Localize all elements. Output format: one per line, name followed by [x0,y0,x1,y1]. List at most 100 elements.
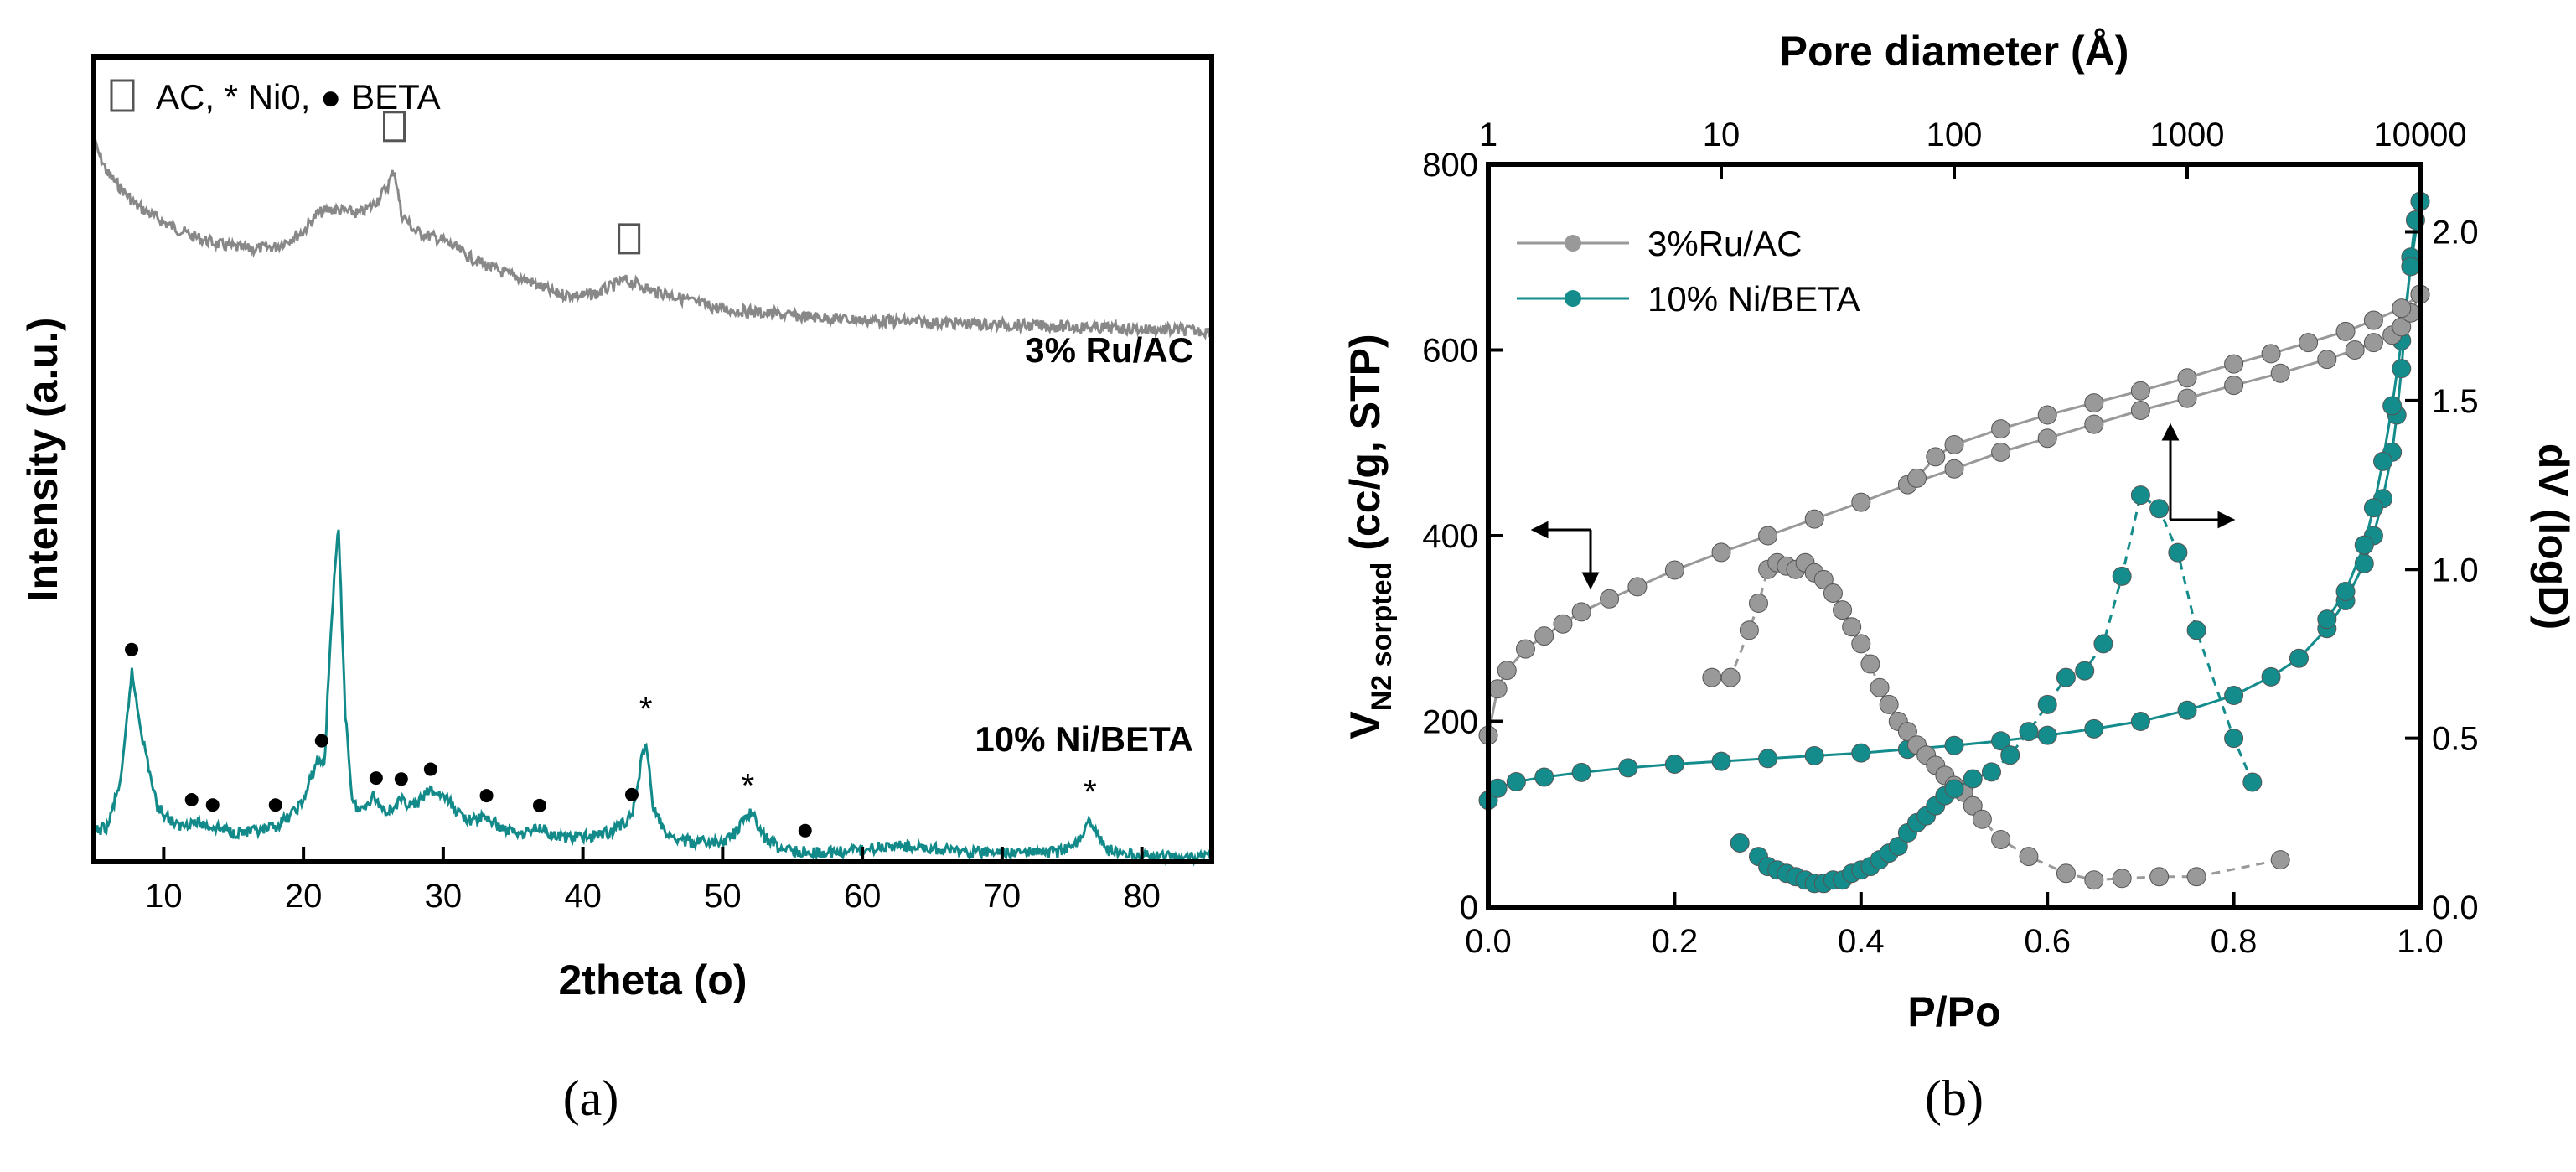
beta-peak-marker [423,762,437,776]
ni-beta-adsorption-point [1664,754,1684,774]
ni-beta-adsorption-point [2392,359,2412,379]
beta-peak-marker [268,798,282,812]
panel-a-xtick-label: 30 [425,878,463,915]
ni-beta-adsorption-point [1991,731,2011,751]
ru-ac-psd-point [2056,863,2076,884]
beta-peak-marker [205,798,220,812]
ni-beta-psd-point [2186,620,2206,640]
ru-ac-adsorption-point [1571,602,1591,622]
ru-ac-desorption-point [1991,419,2011,439]
beta-peak-marker [479,789,494,803]
panel-b-ylabel-right: dV (logD) [2530,443,2576,630]
panel-b-caption: (b) [1925,1071,1984,1126]
ru-ac-adsorption-point [1534,626,1554,646]
ru-ac-desorption-point [2224,354,2244,374]
ni-beta-desorption-point [2354,535,2374,555]
ru-ac-psd-point [1748,594,1768,614]
ylabel-left-sub: N2 sorpted [1366,563,1398,712]
ni-beta-desorption-point [2363,498,2383,518]
legend-marker-ru-ac [1565,235,1581,252]
ni-beta-desorption-point [2373,451,2393,471]
ru-ac-desorption-point [2084,393,2104,413]
ac-legend-marker [110,79,135,112]
ni-beta-psd-point [1981,762,2001,782]
ru-ac-psd-point [2019,847,2039,867]
ni-beta-adsorption-point [2224,685,2244,705]
panel-b-ytick-right-label: 1.0 [2432,552,2479,589]
beta-peak-marker [798,823,812,838]
ylabel-left-main: V [1342,711,1389,739]
ru-ac-adsorption-point [2224,376,2244,396]
ru-ac-series-label: 3% Ru/AC [1025,330,1193,370]
ru-ac-desorption-point [1944,434,1964,454]
ru-ac-adsorption-point [1627,577,1648,597]
panel-b-xtick-label: 0.2 [1652,923,1699,960]
ru-ac-psd-point [1842,617,1862,637]
ni-beta-desorption-point [2401,257,2421,277]
ru-ac-desorption-point [1926,447,1946,467]
ni-beta-adsorption-point [1506,771,1526,791]
ru-ac-adsorption-point [1497,661,1517,681]
ni-beta-adsorption-point [1487,778,1508,798]
panel-a-xlabel: 2theta (o) [559,957,747,1003]
panel-b-xtick-label: 0.0 [1465,923,1512,960]
ru-ac-desorption-point [2363,310,2383,330]
panel-a-xtick-label: 50 [704,878,742,915]
panel-b-ytick-left-label: 200 [1422,704,1478,741]
beta-peak-marker [369,771,383,786]
ru-ac-adsorption-point [1553,614,1573,634]
ru-ac-desorption-point [2177,368,2197,388]
panel-b-top-xlabel: Pore diameter (Å) [1780,28,2129,75]
beta-peak-marker [125,642,139,656]
panel-b-xlabel: P/Po [1907,988,2000,1035]
ru-ac-adsorption-point [1664,560,1684,580]
ru-ac-adsorption-point [1515,639,1535,659]
ru-ac-desorption-point [1907,468,1927,488]
ni-beta-adsorption-point [1851,743,1871,763]
panel-b-xtick-label: 0.4 [1838,923,1885,960]
panel-b-ytick-right-label: 0.0 [2432,889,2479,926]
panel-b-xtick-label: 0.6 [2024,923,2071,960]
ni-beta-psd-point [2037,694,2057,714]
panel-a-legend: AC, * Ni0, ● BETA [110,77,441,117]
ni-beta-adsorption-point [1711,751,1731,771]
ru-ac-psd-point [1860,654,1880,674]
beta-peak-marker [184,793,199,807]
ru-ac-psd-point [2084,870,2104,890]
ru-ac-adsorption-point [1600,589,1620,609]
panel-b: 0.0 0.2 0.4 0.6 0.8 1.0 0 200 400 600 800 0.0 0.5 1.0… [1342,28,2576,1126]
ru-ac-adsorption-point [1991,442,2011,462]
ni-beta-psd-point [2130,485,2150,506]
ru-ac-adsorption-point [2270,363,2290,383]
panel-b-legend: 3%Ru/AC 10% Ni/BETA [1517,224,1860,319]
ru-ac-psd-point [2270,850,2290,870]
ni-beta-psd-point [2056,667,2076,687]
ru-ac-adsorption-point [2130,400,2150,420]
ac-peak-marker [618,223,641,255]
ru-ac-psd-point [1851,634,1871,654]
ru-ac-psd-point [2112,869,2132,889]
ni-beta-psd-point [2149,499,2170,519]
ni-peak-marker: * [742,768,755,805]
panel-b-ytick-left-label: 800 [1422,147,1478,184]
ni-beta-adsorption-line [1487,200,2422,801]
ni-beta-adsorption-point [2289,648,2309,668]
panel-a-frame [91,54,1214,864]
ni-beta-desorption-point [2335,581,2356,601]
ru-ac-psd-point [2149,867,2170,887]
panel-b-ytick-left-label: 0 [1460,889,1478,926]
right-axis-arrow [2161,423,2236,529]
ru-ac-psd-point [1702,667,1722,687]
panel-b-top-tick-label: 10000 [2373,117,2466,153]
ni-beta-adsorption-point [2130,712,2150,731]
panel-a-xtick-label: 60 [844,878,882,915]
ru-ac-desorption-point [2130,381,2150,401]
ni-beta-adsorption-point [1534,767,1554,787]
ni-beta-adsorption-point [1758,749,1778,769]
ru-ac-psd-point [1897,722,1917,742]
panel-b-ytick-right-label: 2.0 [2432,215,2479,252]
ru-ac-adsorption-point [2084,414,2104,434]
panel-b-ylabel-left: VN2 sorpted (cc/g, STP) [1342,334,1398,739]
ac-peak-marker [383,111,406,143]
